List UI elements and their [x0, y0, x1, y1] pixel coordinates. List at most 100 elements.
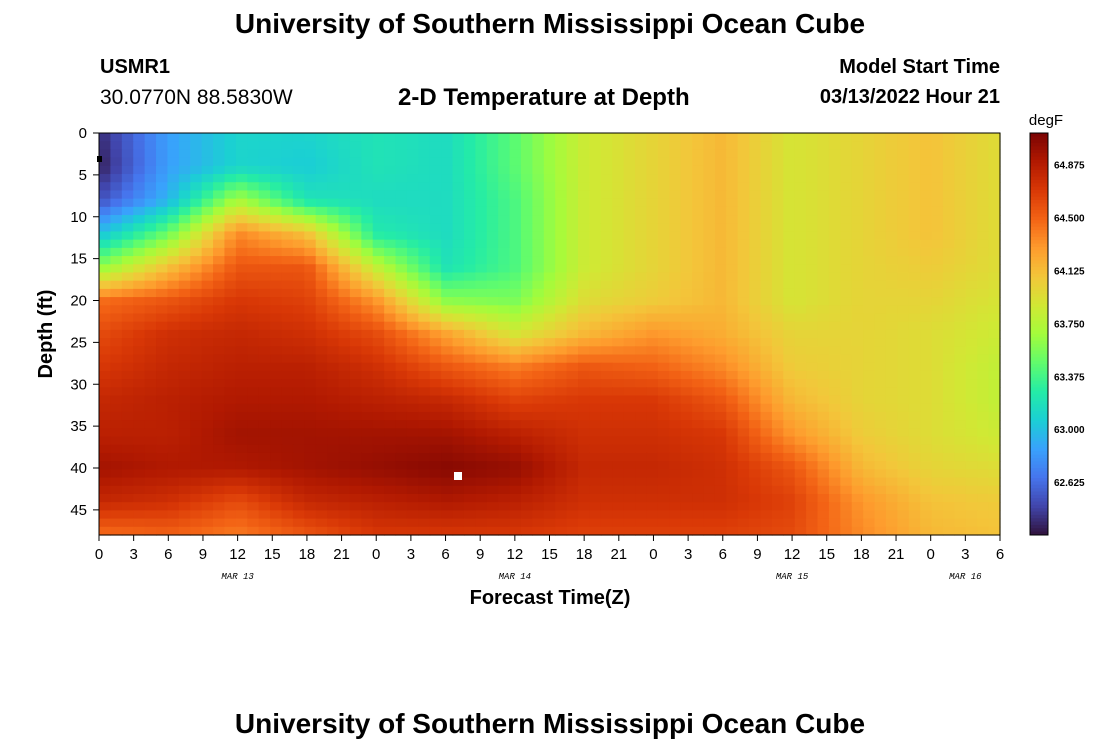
heatmap-cell	[942, 477, 955, 487]
heatmap-cell	[623, 452, 636, 462]
heatmap-cell	[270, 198, 283, 208]
heatmap-cell	[646, 485, 659, 495]
heatmap-cell	[863, 288, 876, 298]
heatmap-cell	[258, 231, 271, 241]
heatmap-cell	[920, 215, 933, 224]
heatmap-cell	[703, 215, 716, 224]
heatmap-cell	[771, 477, 784, 487]
heatmap-cell	[224, 165, 237, 175]
heatmap-cell	[669, 370, 682, 380]
heatmap-cell	[121, 215, 134, 224]
heatmap-cell	[452, 379, 465, 388]
heatmap-cell	[327, 182, 340, 192]
heatmap-cell	[509, 485, 522, 495]
colorbar-segment	[1030, 330, 1048, 335]
heatmap-cell	[977, 461, 990, 470]
heatmap-cell	[315, 174, 328, 183]
heatmap-cell	[338, 526, 351, 536]
heatmap-cell	[133, 280, 146, 290]
heatmap-cell	[737, 206, 750, 216]
heatmap-cell	[737, 247, 750, 257]
heatmap-cell	[828, 477, 841, 487]
heatmap-cell	[931, 502, 944, 511]
heatmap-cell	[600, 510, 613, 520]
heatmap-cell	[178, 477, 191, 487]
heatmap-cell	[783, 190, 796, 200]
heatmap-cell	[623, 141, 636, 150]
heatmap-cell	[669, 198, 682, 208]
heatmap-cell	[315, 206, 328, 216]
heatmap-cell	[578, 272, 591, 282]
heatmap-cell	[885, 313, 898, 323]
heatmap-cell	[99, 329, 112, 339]
heatmap-cell	[224, 485, 237, 495]
heatmap-cell	[726, 288, 739, 298]
heatmap-cell	[429, 379, 442, 388]
heatmap-cell	[167, 272, 180, 282]
heatmap-cell	[532, 444, 545, 454]
heatmap-cell	[977, 264, 990, 274]
heatmap-cell	[828, 133, 841, 142]
heatmap-cell	[486, 444, 499, 454]
heatmap-cell	[224, 231, 237, 241]
heatmap-cell	[760, 444, 773, 454]
heatmap-cell	[977, 247, 990, 257]
heatmap-cell	[247, 428, 260, 438]
heatmap-cell	[771, 182, 784, 192]
heatmap-cell	[156, 370, 169, 380]
heatmap-cell	[441, 239, 454, 249]
heatmap-cell	[395, 502, 408, 511]
heatmap-cell	[509, 346, 522, 356]
heatmap-cell	[566, 264, 579, 274]
heatmap-cell	[760, 272, 773, 282]
colorbar-segment	[1030, 374, 1048, 379]
colorbar-segment	[1030, 280, 1048, 285]
heatmap-cell	[806, 370, 819, 380]
heatmap-cell	[646, 297, 659, 306]
heatmap-cell	[714, 362, 727, 372]
heatmap-cell	[908, 297, 921, 306]
heatmap-cell	[908, 395, 921, 405]
heatmap-cell	[247, 362, 260, 372]
heatmap-cell	[543, 493, 556, 503]
heatmap-cell	[760, 256, 773, 265]
heatmap-cell	[771, 313, 784, 323]
heatmap-cell	[121, 264, 134, 274]
heatmap-cell	[133, 436, 146, 446]
heatmap-cell	[942, 370, 955, 380]
heatmap-cell	[304, 346, 317, 356]
colorbar-segment	[1030, 501, 1048, 506]
heatmap-cell	[942, 362, 955, 372]
heatmap-cell	[920, 264, 933, 274]
heatmap-cell	[828, 403, 841, 413]
heatmap-cell	[441, 165, 454, 175]
heatmap-cell	[566, 133, 579, 142]
heatmap-cell	[635, 198, 648, 208]
heatmap-cell	[783, 485, 796, 495]
heatmap-cell	[543, 141, 556, 150]
heatmap-cell	[885, 305, 898, 315]
heatmap-cell	[885, 231, 898, 241]
heatmap-cell	[292, 354, 305, 364]
heatmap-cell	[771, 502, 784, 511]
heatmap-cell	[452, 370, 465, 380]
heatmap-cell	[304, 288, 317, 298]
heatmap-cell	[954, 215, 967, 224]
heatmap-cell	[543, 305, 556, 315]
heatmap-cell	[714, 313, 727, 323]
heatmap-cell	[908, 133, 921, 142]
heatmap-cell	[942, 502, 955, 511]
heatmap-cell	[908, 428, 921, 438]
heatmap-cell	[327, 411, 340, 421]
heatmap-cell	[703, 190, 716, 200]
heatmap-cell	[110, 288, 123, 298]
heatmap-cell	[144, 370, 157, 380]
heatmap-cell	[988, 223, 1001, 233]
heatmap-cell	[532, 206, 545, 216]
heatmap-cell	[623, 305, 636, 315]
heatmap-cell	[361, 157, 374, 167]
heatmap-cell	[498, 313, 511, 323]
heatmap-cell	[167, 190, 180, 200]
heatmap-cell	[406, 321, 419, 331]
heatmap-cell	[292, 403, 305, 413]
